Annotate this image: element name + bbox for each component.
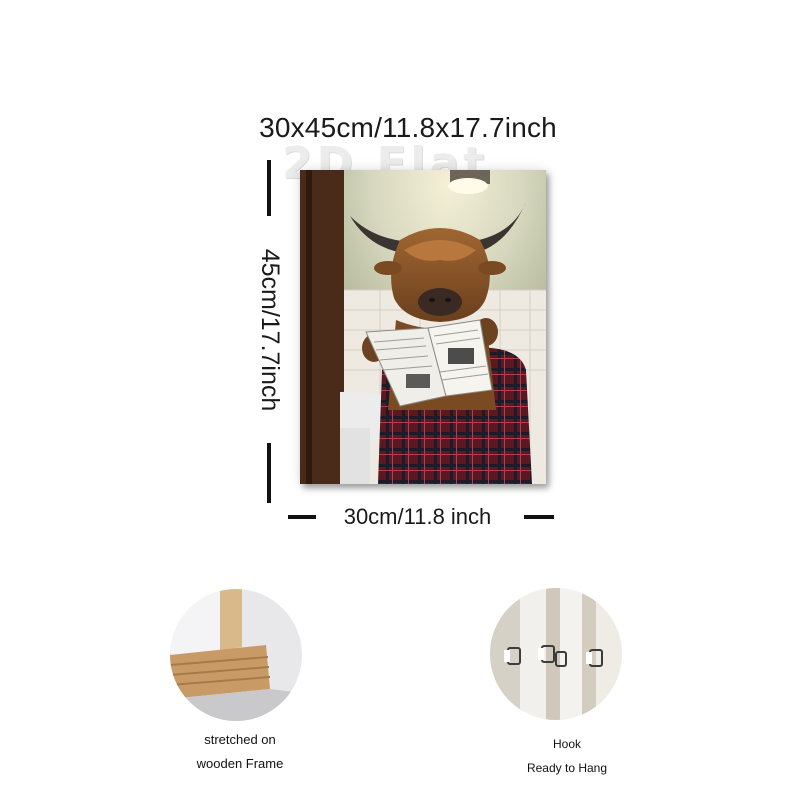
frame-detail-photo	[170, 589, 302, 721]
hook-caption-line2: Ready to Hang	[526, 761, 608, 775]
hook-caption-line1: Hook	[552, 737, 581, 751]
hook-detail-photo	[490, 588, 622, 720]
canvas-print-image	[300, 170, 546, 484]
hanging-hook-icon	[490, 588, 622, 720]
highland-cow-artwork	[300, 170, 546, 484]
height-bar-top	[267, 160, 271, 216]
width-label: 30cm/11.8 inch	[343, 504, 492, 529]
width-bar-left	[288, 515, 316, 519]
feature-caption-hook: Hook Ready to Hang	[487, 737, 647, 775]
wooden-frame-corner-icon	[170, 589, 302, 721]
frame-caption-line1: stretched on	[204, 732, 276, 747]
width-bar-right	[524, 515, 554, 519]
height-label: 45cm/17.7inch	[256, 248, 284, 412]
size-title: 30x45cm/11.8x17.7inch	[259, 112, 557, 143]
height-bar-bottom	[267, 443, 271, 503]
feature-caption-frame: stretched on wooden Frame	[160, 732, 320, 771]
frame-caption-line2: wooden Frame	[196, 756, 284, 771]
